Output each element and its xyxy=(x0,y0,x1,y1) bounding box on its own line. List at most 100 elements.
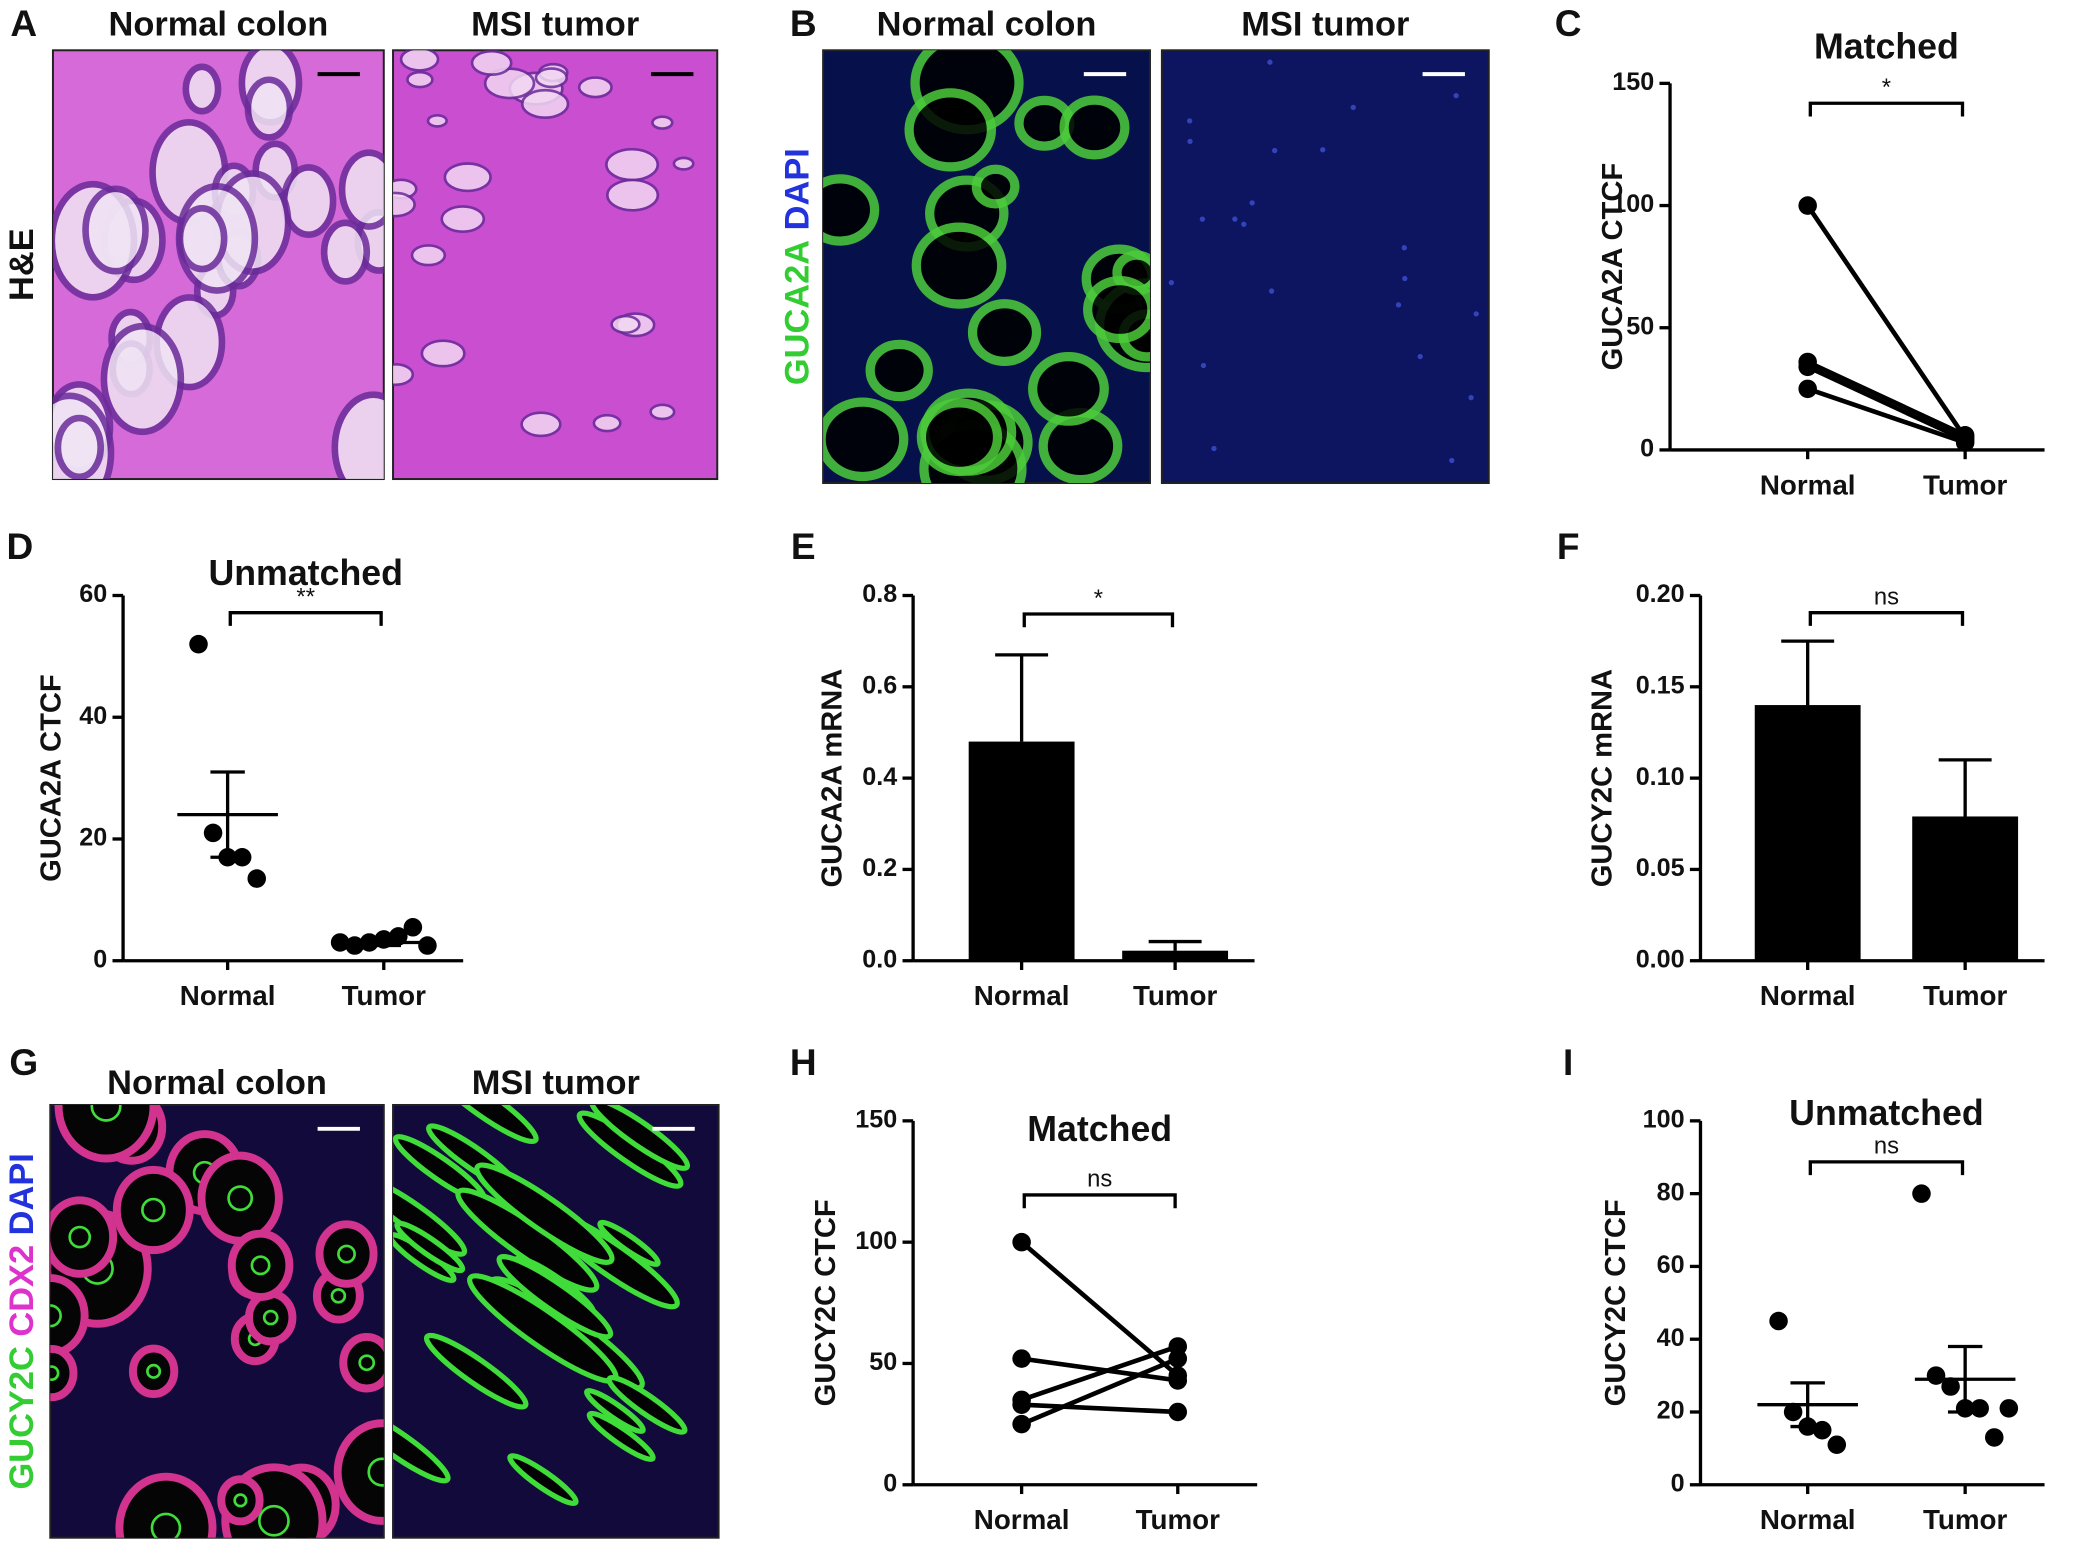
paired-line xyxy=(1020,1356,1179,1427)
lumen-signal xyxy=(367,1457,384,1487)
x-tick-label: Tumor xyxy=(1923,1504,2008,1535)
data-point xyxy=(1168,1371,1188,1390)
crypt xyxy=(520,88,570,119)
lumen-signal xyxy=(150,1512,182,1538)
y-tick-label: 0.05 xyxy=(1636,854,1685,882)
image-title: MSI tumor xyxy=(471,6,639,44)
data-point xyxy=(1812,1420,1832,1440)
y-tick-label: 0.00 xyxy=(1636,945,1685,973)
crypt xyxy=(82,185,149,275)
crypt xyxy=(245,1289,297,1346)
significance-label: * xyxy=(1882,74,1891,101)
y-tick-label: 150 xyxy=(1612,68,1654,96)
nucleus xyxy=(1350,104,1356,110)
image-title: Normal colon xyxy=(877,6,1097,44)
stain-name: GUCY2C xyxy=(3,1337,41,1490)
x-tick-label: Tumor xyxy=(342,980,427,1011)
crypt xyxy=(443,162,492,193)
bar xyxy=(1912,816,2019,961)
data-point xyxy=(1941,1377,1960,1396)
nucleus xyxy=(1187,118,1193,124)
gland xyxy=(584,1388,646,1435)
crypt xyxy=(911,222,1007,309)
lumen-signal xyxy=(330,1288,347,1304)
x-tick-label: Tumor xyxy=(1923,980,2008,1011)
y-tick-label: 0 xyxy=(93,945,107,973)
crypt xyxy=(115,1472,217,1538)
x-tick-label: Normal xyxy=(1760,1504,1856,1535)
error-bar xyxy=(1790,1381,1825,1429)
data-point xyxy=(1912,1184,1931,1203)
lumen-signal xyxy=(141,1197,166,1223)
lumen-signal xyxy=(262,1309,279,1326)
crypt xyxy=(823,174,880,246)
y-tick-label: 0 xyxy=(883,1469,897,1497)
micrograph-detail xyxy=(52,50,384,480)
crypt xyxy=(823,397,909,482)
paired-line xyxy=(1806,386,1966,445)
data-point xyxy=(1970,1399,1989,1418)
y-axis-label: GUCY2C mRNA xyxy=(1587,669,1619,887)
nucleus xyxy=(1187,138,1193,145)
significance-bracket xyxy=(1808,101,1965,117)
panel-letter: E xyxy=(791,525,816,567)
data-point xyxy=(1999,1399,2019,1418)
nucleus xyxy=(1320,147,1326,153)
data-point xyxy=(1783,1402,1803,1422)
data-point xyxy=(1168,1349,1188,1368)
data-point xyxy=(1798,357,1817,377)
x-tick-label: Normal xyxy=(1760,469,1856,500)
y-tick-label: 0.8 xyxy=(862,580,897,608)
crypt xyxy=(100,322,185,436)
micrograph-detail xyxy=(1168,59,1479,464)
crypt xyxy=(534,67,569,89)
crypt xyxy=(331,391,384,480)
y-tick-label: 60 xyxy=(1657,1251,1685,1279)
micrograph xyxy=(49,1103,385,1539)
stain-name: GUCA2A xyxy=(778,230,816,385)
image-title: Normal colon xyxy=(108,6,328,44)
gland xyxy=(606,1374,688,1435)
bar xyxy=(1754,705,1861,961)
micrograph-background xyxy=(1160,49,1490,485)
crypt xyxy=(672,156,695,171)
error-bar xyxy=(1148,939,1202,951)
panel-letter: C xyxy=(1555,2,1582,44)
gland xyxy=(393,1406,451,1484)
crypt xyxy=(280,164,337,239)
crypt xyxy=(50,1196,118,1278)
y-tick-label: 0 xyxy=(1671,1469,1685,1497)
error-bar xyxy=(1947,1344,1983,1414)
crypt xyxy=(197,1151,283,1245)
data-point xyxy=(1012,1414,1031,1434)
crypt xyxy=(393,363,415,387)
crypt xyxy=(54,1104,158,1163)
crypt xyxy=(182,63,222,115)
micrograph-detail xyxy=(393,1104,691,1507)
y-tick-label: 0.0 xyxy=(862,945,897,973)
y-tick-label: 20 xyxy=(79,824,107,852)
paired-line xyxy=(1021,1402,1178,1415)
error-bar xyxy=(1938,758,1992,817)
lumen-signal xyxy=(337,1244,356,1264)
y-tick-label: 0 xyxy=(1640,435,1654,463)
micrograph-detail xyxy=(823,50,1150,484)
y-tick-label: 0.2 xyxy=(862,854,897,882)
stain-name: DAPI xyxy=(3,1153,41,1235)
y-axis-label: GUCY2C CTCF xyxy=(810,1199,842,1406)
crypt xyxy=(227,1229,294,1302)
x-tick-label: Normal xyxy=(974,980,1070,1011)
panel-letter: F xyxy=(1557,525,1580,567)
crypt xyxy=(1083,276,1150,344)
micrograph xyxy=(392,49,719,481)
data-point xyxy=(247,869,266,888)
data-point xyxy=(1955,433,1975,452)
crypt xyxy=(577,76,613,99)
error-bar xyxy=(210,770,245,859)
micrograph xyxy=(392,1103,720,1539)
crypt xyxy=(1028,352,1109,426)
chart-title: Unmatched xyxy=(208,553,402,593)
image-title: Normal colon xyxy=(107,1064,327,1102)
error-bar xyxy=(366,937,401,948)
